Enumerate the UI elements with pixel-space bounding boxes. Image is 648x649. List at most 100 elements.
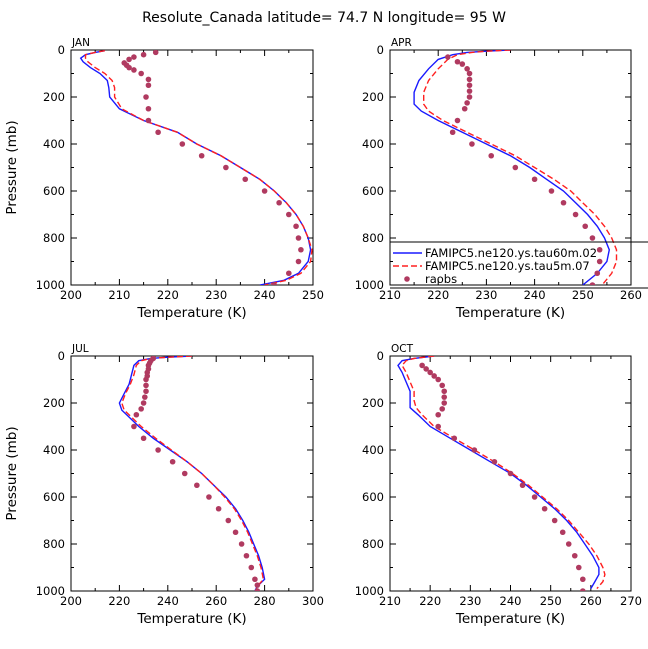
obs-point — [589, 235, 596, 241]
obs-point — [439, 406, 446, 412]
obs-point — [252, 576, 258, 583]
plot-series-group — [413, 50, 618, 285]
obs-point — [286, 270, 292, 277]
panel-label: JAN — [71, 37, 90, 49]
panel-label: JUL — [71, 343, 89, 355]
obs-point — [140, 400, 147, 406]
obs-point — [531, 494, 538, 500]
y-axis-label: Pressure (mb) — [4, 120, 20, 214]
obs-point — [152, 50, 159, 56]
obs-point — [223, 164, 229, 171]
obs-point — [271, 282, 278, 285]
x-tick-label: 200 — [60, 594, 82, 608]
obs-point — [179, 141, 186, 147]
panel-jul: JUL 200 220 240 260 280 300 0 200 400 600 800 1000 Te… — [4, 343, 324, 627]
obs-point — [126, 64, 132, 71]
obs-point — [419, 362, 425, 369]
panel-apr: APR 210 220 230 240 250 260 0 200 400 600 800 1000 Te… — [355, 37, 642, 321]
x-tick-label: 280 — [254, 594, 276, 608]
obs-point — [435, 376, 442, 383]
obs-point — [575, 564, 582, 571]
x-tick-label: 220 — [108, 594, 130, 608]
series-model2-line — [401, 356, 606, 590]
x-tick-label: 240 — [500, 594, 522, 608]
obs-point — [238, 541, 245, 547]
y-tick-label: 600 — [362, 490, 384, 504]
obs-point — [254, 588, 261, 591]
y-tick-label: 400 — [43, 443, 65, 457]
obs-point — [435, 411, 442, 418]
legend-label-model2: FAMIPC5.ne120.ys.tau5m.07 — [425, 259, 590, 273]
obs-point — [596, 258, 603, 265]
obs-point — [131, 423, 137, 430]
x-tick-label: 250 — [540, 594, 562, 608]
obs-point — [138, 70, 144, 77]
obs-point — [451, 435, 458, 442]
obs-point — [439, 382, 446, 389]
obs-point — [181, 470, 188, 477]
y-tick-label: 400 — [43, 137, 65, 151]
y-tick-label: 600 — [362, 184, 384, 198]
obs-point — [145, 82, 152, 89]
obs-point — [507, 470, 514, 477]
plot-frame — [70, 49, 314, 286]
obs-point — [215, 505, 222, 512]
obs-point — [131, 54, 137, 60]
x-tick-label: 240 — [157, 594, 179, 608]
x-tick-label: 220 — [157, 288, 179, 302]
obs-point — [531, 176, 538, 183]
y-tick-label: 400 — [362, 137, 384, 151]
panel-label: APR — [391, 37, 412, 49]
x-tick-label: 250 — [302, 288, 324, 302]
y-tick-label: 1000 — [355, 278, 384, 292]
series-model1-line — [413, 50, 611, 285]
obs-point — [466, 94, 473, 100]
obs-point — [435, 423, 442, 430]
y-tick-label: 800 — [362, 537, 384, 551]
obs-point — [140, 51, 147, 58]
x-tick-label: 260 — [620, 288, 642, 302]
obs-point — [155, 447, 161, 453]
y-tick-label: 600 — [43, 184, 65, 198]
x-tick-label: 270 — [620, 594, 642, 608]
obs-point — [441, 388, 448, 395]
y-tick-label: 800 — [362, 231, 384, 245]
figure-title: Resolute_Canada latitude= 74.7 N longitu… — [142, 10, 506, 26]
obs-point — [423, 366, 429, 372]
obs-point — [560, 199, 567, 206]
obs-point — [155, 129, 161, 136]
y-tick-label: 200 — [43, 90, 65, 104]
x-tick-label: 260 — [580, 594, 602, 608]
obs-point — [464, 100, 470, 106]
plot-series-group — [397, 356, 606, 591]
x-tick-label: 220 — [427, 288, 449, 302]
obs-point — [464, 66, 470, 72]
obs-point — [243, 552, 250, 559]
y-tick-label: 1000 — [36, 278, 65, 292]
y-tick-label: 800 — [43, 537, 65, 551]
obs-point — [276, 199, 282, 206]
obs-point — [449, 129, 456, 136]
obs-point — [145, 105, 152, 112]
y-tick-label: 400 — [362, 443, 384, 457]
obs-point — [541, 505, 548, 512]
x-tick-label: 250 — [572, 288, 594, 302]
obs-point — [471, 447, 478, 453]
obs-point — [169, 458, 176, 465]
panel-label: OCT — [391, 343, 414, 355]
obs-point — [143, 382, 149, 389]
obs-point — [143, 388, 149, 395]
obs-point — [548, 188, 555, 194]
obs-point — [206, 494, 212, 500]
obs-point — [466, 76, 473, 83]
x-axis-label: Temperature (K) — [136, 305, 246, 321]
obs-point — [198, 152, 205, 159]
legend-swatch-obs — [404, 276, 410, 282]
obs-point — [571, 552, 578, 559]
obs-point — [138, 406, 144, 412]
obs-point — [145, 76, 152, 83]
obs-point — [261, 188, 268, 194]
series-model2-line — [84, 50, 313, 285]
panel-oct: OCT 210 220 230 240 250 260 270 0 200 400 600 800 100… — [355, 343, 642, 627]
